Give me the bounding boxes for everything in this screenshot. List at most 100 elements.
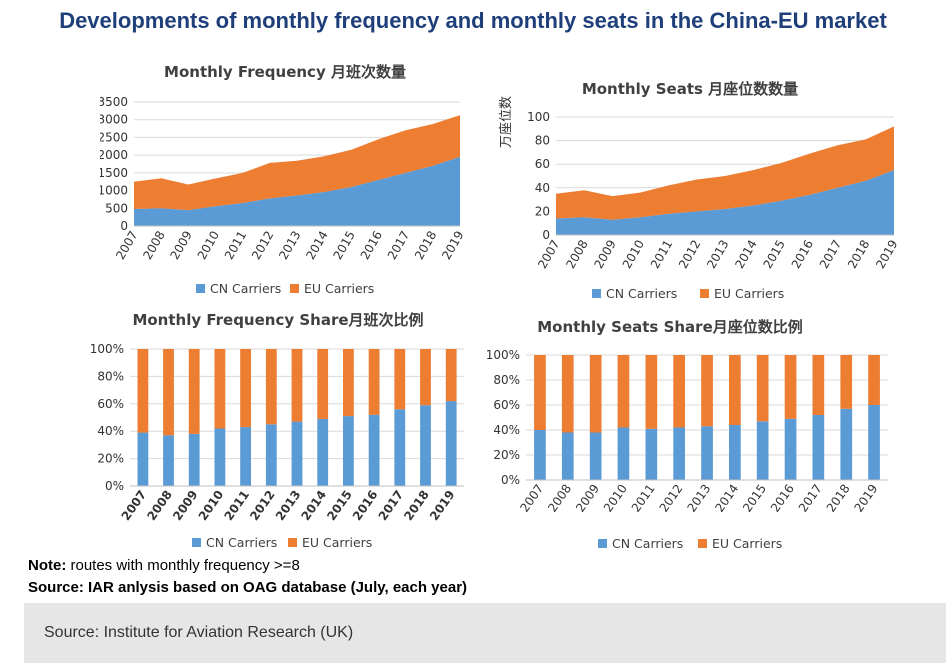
bar-cn	[840, 408, 853, 481]
bar-eu	[291, 349, 303, 422]
bar-eu	[784, 355, 797, 419]
x-tick-label: 2007	[517, 482, 546, 515]
x-tick-label: 2017	[385, 229, 412, 262]
y-tick-label: 1500	[100, 166, 128, 180]
bar-eu	[589, 355, 602, 433]
legend-label-cn: CN Carriers	[612, 536, 683, 551]
y-tick-label: 100%	[486, 348, 520, 362]
legend-swatch-cn	[592, 289, 601, 298]
source-line: Source: IAR anlysis based on OAG databas…	[28, 579, 468, 596]
bar-cn	[673, 427, 685, 480]
note-line: Note: routes with monthly frequency >=8	[28, 557, 300, 574]
bar-cn	[188, 433, 200, 486]
x-tick-label: 2017	[796, 482, 825, 515]
y-tick-label: 3000	[100, 113, 128, 127]
bar-eu	[368, 349, 380, 415]
bar-cn	[445, 401, 457, 486]
y-tick-label: 60	[535, 157, 550, 171]
x-tick-label: 2013	[704, 238, 731, 271]
bar-eu	[137, 349, 149, 433]
bar-eu	[394, 349, 406, 410]
x-tick-label: 2010	[196, 488, 227, 523]
legend-label-eu: EU Carriers	[712, 536, 782, 551]
area-series-cn	[134, 156, 460, 226]
bar-eu	[317, 349, 329, 419]
x-tick-label: 2017	[376, 488, 407, 523]
bar-cn	[343, 416, 354, 486]
bar-cn	[240, 427, 251, 486]
legend-swatch-cn	[598, 539, 607, 548]
bar-cn	[137, 432, 149, 486]
y-tick-label: 80%	[97, 369, 124, 383]
bar-cn	[317, 418, 329, 486]
y-axis-label: 万座位数	[499, 96, 514, 148]
y-tick-label: 60%	[493, 398, 520, 412]
bar-eu	[188, 349, 200, 434]
y-tick-label: 0	[120, 219, 128, 233]
y-tick-label: 80	[535, 134, 550, 148]
bar-cn	[394, 409, 406, 486]
bar-cn	[868, 405, 880, 480]
bar-cn	[163, 435, 174, 486]
bar-cn	[420, 405, 431, 486]
bar-eu	[534, 355, 546, 430]
x-tick-label: 2010	[620, 238, 647, 271]
bar-cn	[784, 418, 797, 481]
x-tick-label: 2012	[657, 482, 686, 515]
footer-bar: Source: Institute for Aviation Research …	[24, 603, 946, 663]
y-tick-label: 100%	[90, 342, 124, 356]
y-tick-label: 40%	[493, 423, 520, 437]
bar-eu	[240, 349, 251, 428]
x-tick-label: 2016	[358, 229, 385, 262]
legend-swatch-eu	[288, 538, 297, 547]
bar-eu	[645, 355, 658, 429]
x-tick-label: 2015	[331, 228, 358, 261]
bar-cn	[534, 430, 546, 480]
bar-cn	[756, 421, 769, 481]
x-tick-label: 2015	[761, 238, 788, 271]
x-tick-label: 2011	[221, 488, 252, 523]
x-tick-label: 2017	[817, 238, 844, 271]
bar-eu	[214, 349, 226, 429]
legend-label-cn: CN Carriers	[206, 535, 277, 550]
chart-title: Monthly Frequency 月班次数量	[164, 63, 406, 81]
bar-cn	[645, 428, 658, 481]
x-tick-label: 2011	[648, 238, 675, 271]
chart-monthly-frequency: Monthly Frequency 月班次数量 0 500 1000 1500 2000 2…	[100, 63, 467, 296]
x-tick-label: 2010	[601, 482, 630, 515]
y-tick-label: 1000	[100, 184, 128, 198]
chart-title: Monthly Seats Share月座位数比例	[537, 318, 803, 336]
bar-eu	[343, 349, 354, 417]
x-tick-label: 2007	[113, 229, 140, 262]
x-tick-label: 2018	[824, 482, 853, 515]
x-tick-label: 2016	[350, 488, 381, 523]
area-series-eu	[556, 126, 894, 220]
x-tick-label: 2008	[144, 488, 175, 523]
bar-eu	[163, 349, 174, 436]
x-tick-label: 2009	[573, 482, 602, 515]
legend-label-eu: EU Carriers	[302, 535, 372, 550]
bar-cn	[265, 424, 277, 486]
bar-cn	[701, 426, 713, 481]
x-tick-label: 2011	[629, 482, 658, 515]
x-tick-label: 2013	[276, 229, 303, 262]
footer-text: Source: Institute for Aviation Research …	[44, 624, 354, 641]
bar-eu	[756, 355, 769, 422]
legend-swatch-cn	[192, 538, 201, 547]
x-tick-label: 2014	[732, 238, 759, 271]
bar-eu	[561, 355, 574, 433]
x-tick-label: 2014	[303, 229, 330, 262]
y-tick-label: 40%	[97, 424, 124, 438]
bar-eu	[701, 355, 713, 427]
bar-eu	[673, 355, 685, 428]
x-tick-label: 2009	[168, 229, 195, 262]
chart-frequency-share: Monthly Frequency Share月班次比例 0% 20% 40% 60% 8…	[90, 311, 464, 550]
bar-cn	[214, 428, 226, 486]
bar-eu	[840, 355, 853, 409]
x-tick-label: 2009	[170, 488, 201, 523]
x-tick-label: 2016	[789, 238, 816, 271]
legend-swatch-cn	[196, 284, 205, 293]
area-series-eu	[134, 115, 460, 211]
x-tick-label: 2010	[195, 229, 222, 262]
x-tick-label: 2016	[768, 482, 797, 515]
